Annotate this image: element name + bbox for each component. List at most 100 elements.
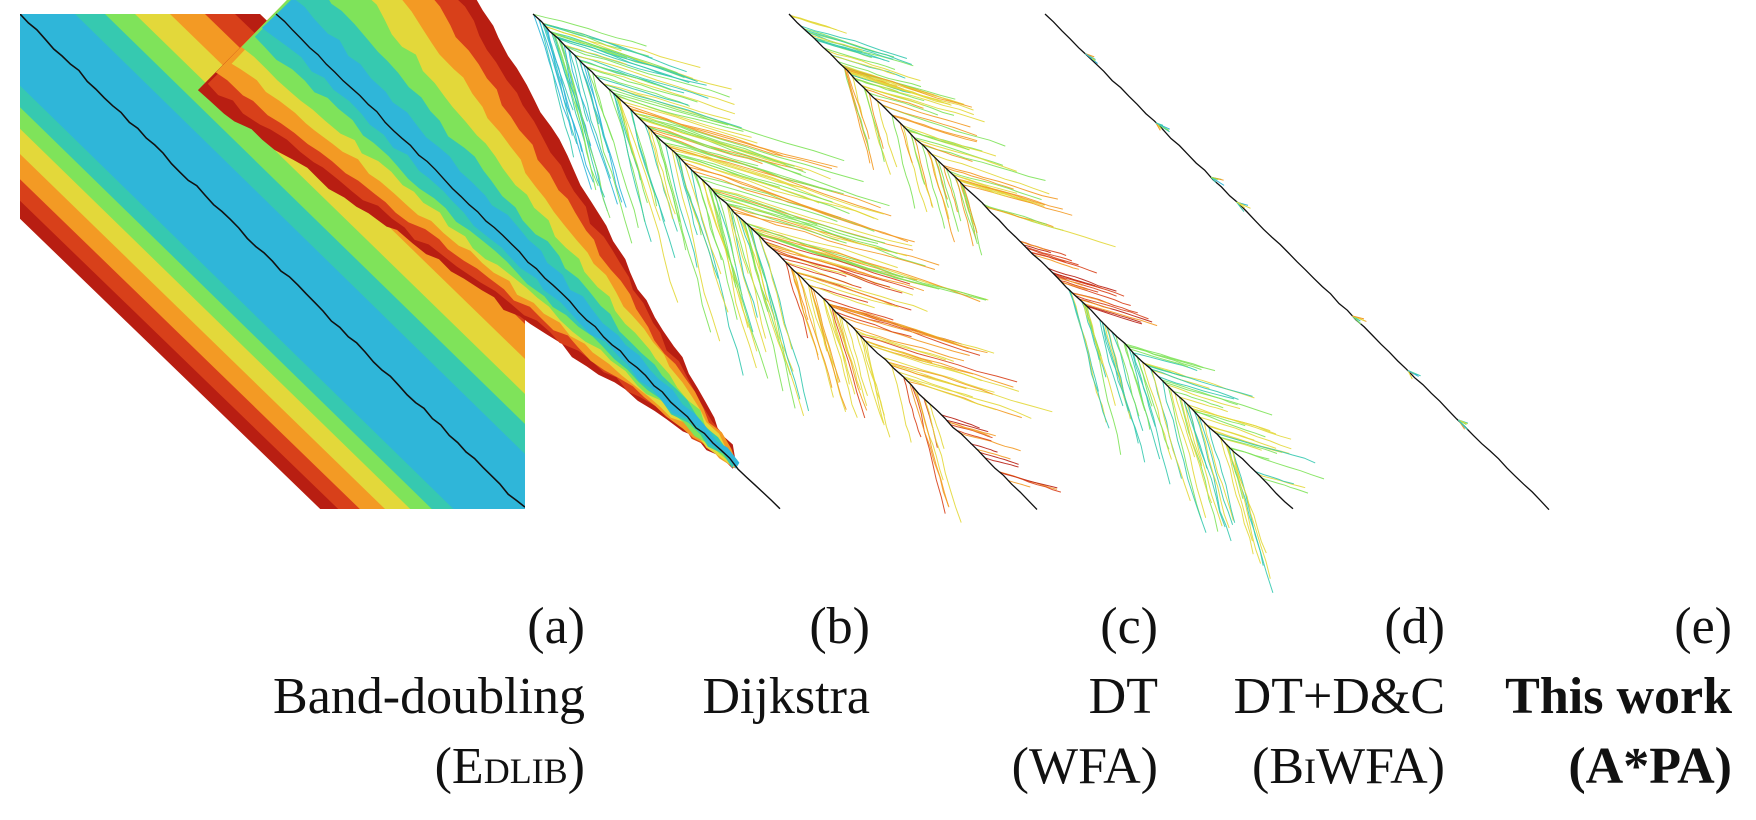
search-mark: [1155, 122, 1164, 126]
panel-c-dt: [532, 13, 1062, 523]
search-branch: [812, 289, 841, 383]
search-branch: [564, 44, 627, 65]
search-branch: [979, 451, 1019, 465]
search-branch: [550, 31, 585, 142]
search-branch: [579, 59, 656, 85]
search-branch: [937, 160, 959, 232]
search-branch: [668, 146, 881, 209]
search-branch: [943, 165, 958, 213]
search-branch: [745, 222, 987, 301]
search-branch: [613, 93, 652, 242]
search-branch: [1220, 437, 1254, 555]
alignment-path: [532, 13, 1038, 510]
caption-c-letter: (c): [1100, 598, 1158, 655]
search-branch: [726, 204, 767, 353]
search-branch: [647, 127, 674, 220]
search-branch: [1115, 334, 1140, 417]
search-branch: [1083, 303, 1102, 357]
search-mark: [1236, 201, 1251, 209]
search-branch: [612, 92, 641, 181]
alignment-path: [20, 14, 525, 508]
search-branch: [896, 371, 1032, 419]
search-branch: [1157, 375, 1235, 400]
search-branch: [768, 244, 878, 279]
search-branch: [903, 377, 997, 411]
search-branch: [1178, 396, 1228, 413]
search-branch: [962, 184, 1073, 216]
search-branch: [957, 178, 1027, 201]
caption-c: (c) DT (WFA): [900, 592, 1158, 802]
search-branch: [1197, 415, 1230, 529]
search-branch: [1215, 432, 1316, 464]
search-branch: [849, 72, 909, 93]
search-branch: [1068, 289, 1110, 429]
search-branch: [1034, 254, 1080, 270]
search-branch: [874, 98, 971, 128]
search-branch: [665, 144, 698, 268]
search-branch: [652, 131, 892, 217]
search-branch: [618, 97, 661, 221]
search-branch: [1123, 342, 1146, 412]
caption-c-tool: (WFA): [1011, 738, 1158, 795]
search-branch: [981, 203, 1048, 225]
search-branch: [1183, 402, 1226, 528]
search-branch: [614, 94, 744, 132]
search-branch: [580, 60, 672, 91]
search-branch: [1085, 304, 1142, 323]
search-branch: [717, 194, 908, 257]
search-branch: [579, 60, 599, 125]
search-branch: [920, 143, 973, 162]
search-branch: [1163, 381, 1273, 416]
search-branch: [891, 115, 916, 209]
search-branch: [1261, 477, 1309, 494]
search-branch: [868, 92, 884, 149]
search-branch: [865, 341, 891, 438]
search-branch: [597, 76, 689, 106]
search-branch: [1099, 319, 1124, 407]
search-branch: [648, 127, 802, 175]
search-branch: [831, 307, 866, 419]
search-branch: [801, 25, 908, 59]
search-branch: [1111, 330, 1144, 431]
caption-a-letter: (a): [527, 598, 585, 655]
search-branch: [1167, 386, 1202, 520]
search-branch: [846, 70, 870, 140]
search-branch: [926, 149, 955, 243]
search-branch: [1026, 246, 1073, 262]
search-branch: [656, 135, 833, 193]
search-branch: [854, 78, 925, 102]
search-branch: [1189, 407, 1271, 432]
search-branch: [836, 311, 912, 338]
search-branch: [1183, 402, 1203, 467]
search-branch: [604, 83, 731, 121]
search-branch: [654, 133, 687, 251]
search-branch: [840, 316, 868, 406]
search-branch: [633, 112, 864, 183]
search-branch: [726, 203, 847, 244]
search-branch: [902, 124, 997, 157]
search-branch: [882, 357, 995, 393]
search-branch: [586, 66, 736, 115]
search-branch: [604, 84, 742, 129]
search-branch: [568, 48, 618, 205]
search-branch: [1166, 384, 1241, 410]
search-branch: [551, 31, 696, 82]
search-branch: [1198, 416, 1234, 525]
search-branch: [731, 208, 936, 270]
search-branch: [663, 142, 844, 195]
alignment-path: [275, 13, 781, 510]
search-branch: [847, 70, 974, 111]
search-branch: [845, 321, 868, 396]
search-mark: [1352, 315, 1362, 325]
search-branch: [684, 162, 722, 275]
search-branch: [675, 154, 698, 236]
search-branch: [1219, 436, 1278, 454]
search-branch: [960, 183, 976, 233]
search-branch: [1231, 449, 1264, 566]
search-branch: [665, 144, 807, 190]
search-branch: [903, 378, 922, 438]
search-branch: [844, 68, 871, 164]
search-branch: [1079, 299, 1111, 310]
search-branch: [946, 419, 989, 433]
search-branch: [592, 72, 614, 141]
